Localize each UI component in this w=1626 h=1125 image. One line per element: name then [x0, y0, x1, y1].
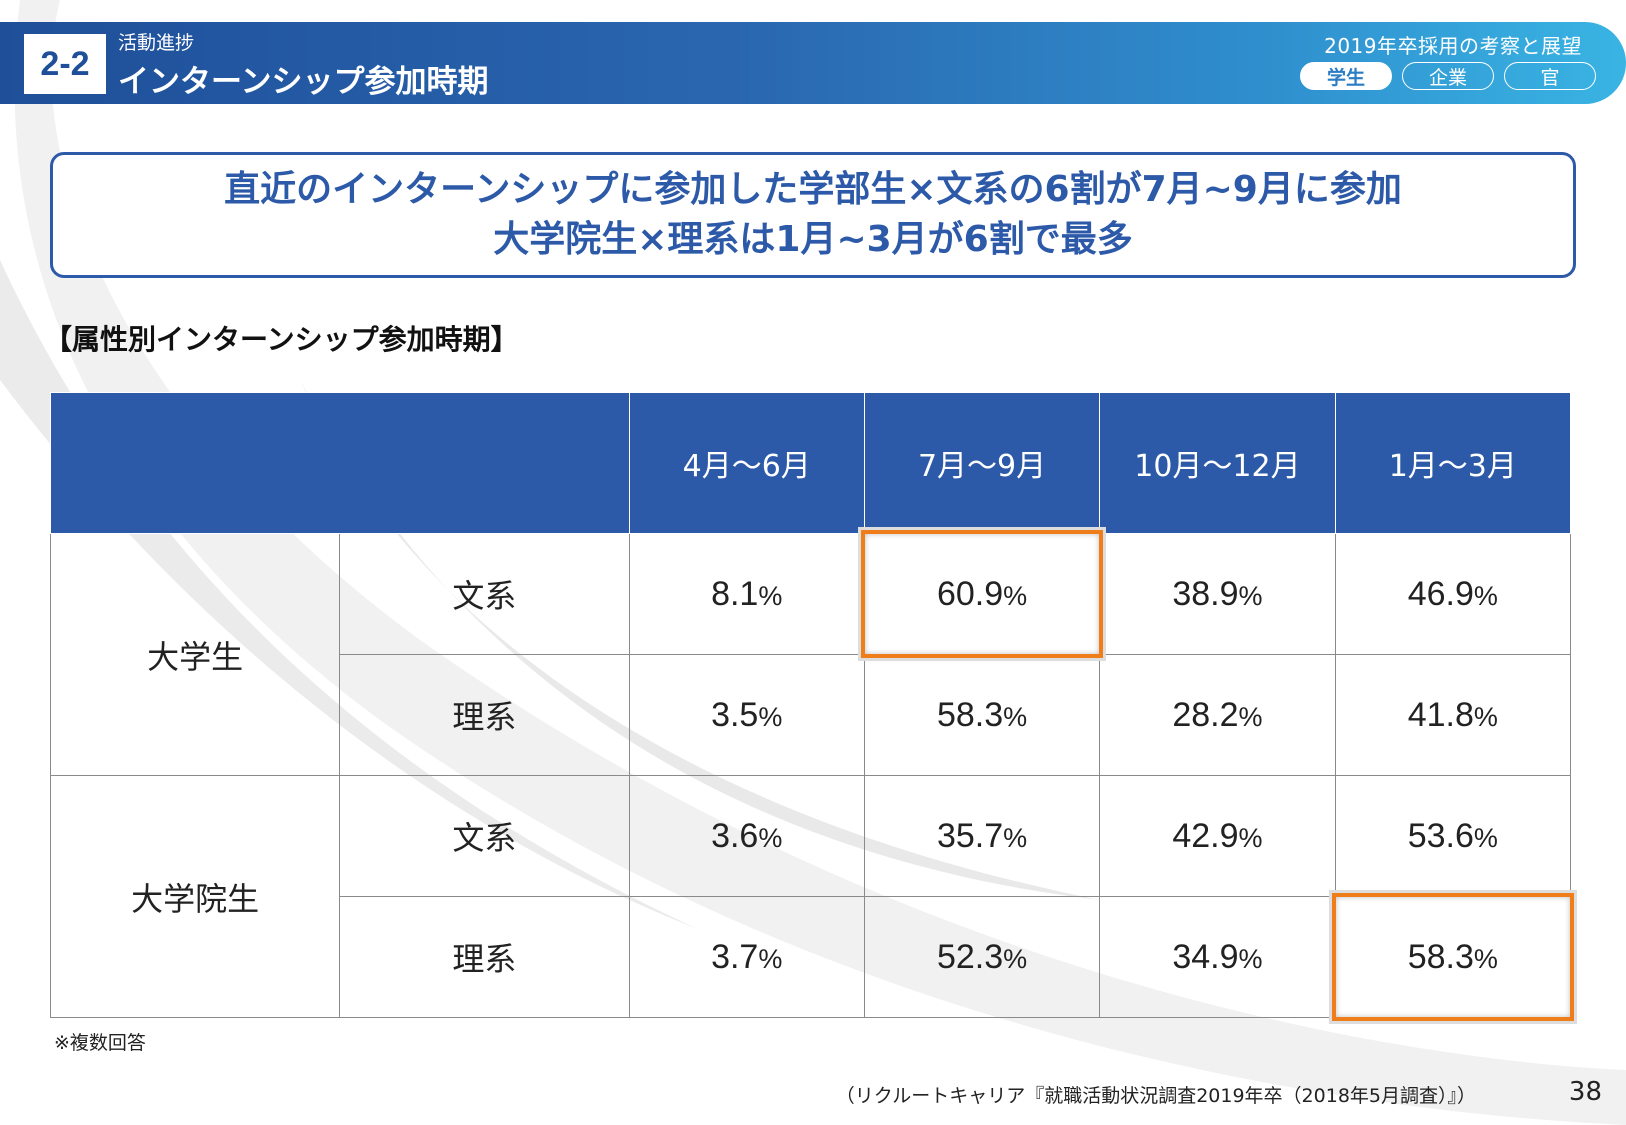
- participation-table: 4月～6月 7月～9月 10月～12月 1月～3月 大学生 文系 8.1% 60…: [49, 392, 1575, 1022]
- report-title: 2019年卒採用の考察と展望: [1324, 34, 1582, 58]
- section-number-badge: 2-2: [24, 34, 106, 94]
- row-label: 理系: [339, 896, 630, 1018]
- tab-student[interactable]: 学生: [1300, 62, 1392, 90]
- table-row: 大学院生 文系 3.6% 35.7% 42.9% 53.6%: [49, 775, 1572, 1018]
- footnote: ※複数回答: [54, 1032, 146, 1054]
- value-cell: 42.9%: [1099, 775, 1336, 897]
- table-caption: 【属性別インターンシップ参加時期】: [44, 323, 519, 356]
- table-row: 理系 3.5% 58.3% 28.2% 41.8%: [51, 654, 1572, 776]
- value-cell: 46.9%: [1334, 533, 1572, 655]
- value-cell: 34.9%: [1099, 896, 1336, 1018]
- value-cell: 28.2%: [1099, 654, 1336, 776]
- value-cell-highlighted: 58.3%: [1332, 893, 1575, 1022]
- column-header: 4月～6月: [628, 392, 865, 534]
- table-row: 大学生 文系 8.1% 60.9% 38.9% 46.9%: [49, 530, 1572, 776]
- source-citation: （リクルートキャリア『就職活動状況調査2019年卒（2018年5月調査）』）: [835, 1085, 1476, 1107]
- value-cell: 8.1%: [628, 533, 865, 655]
- page-title: インターンシップ参加時期: [118, 64, 489, 100]
- section-label: 活動進捗: [118, 32, 195, 54]
- value-cell: 35.7%: [863, 775, 1101, 897]
- row-label: 文系: [339, 533, 630, 655]
- audience-tabs: 学生 企業 官: [1300, 62, 1596, 90]
- tab-government[interactable]: 官: [1504, 62, 1596, 90]
- row-label: 理系: [339, 654, 630, 776]
- row-label: 文系: [339, 775, 630, 897]
- headline-box: 直近のインターンシップに参加した学部生×文系の6割が7月~9月に参加 大学院生×…: [50, 152, 1576, 278]
- value-cell-highlighted: 60.9%: [861, 530, 1105, 659]
- page-number: 38: [1568, 1077, 1602, 1107]
- group-label: 大学生: [49, 533, 341, 776]
- headline-line-2: 大学院生×理系は1月~3月が6割で最多: [493, 219, 1133, 260]
- value-cell: 38.9%: [1099, 533, 1336, 655]
- headline-line-1: 直近のインターンシップに参加した学部生×文系の6割が7月~9月に参加: [224, 169, 1402, 210]
- header-bar: 2-2 活動進捗 インターンシップ参加時期 2019年卒採用の考察と展望 学生 …: [0, 22, 1626, 104]
- value-cell: 41.8%: [1334, 654, 1572, 776]
- column-header: 10月～12月: [1099, 392, 1336, 534]
- group-label: 大学院生: [49, 775, 341, 1018]
- value-cell: 3.6%: [628, 775, 865, 897]
- header-blank-cell: [50, 392, 630, 534]
- tab-company[interactable]: 企業: [1402, 62, 1494, 90]
- table-header-row: 4月～6月 7月～9月 10月～12月 1月～3月: [50, 392, 1572, 534]
- value-cell: 3.7%: [628, 896, 865, 1018]
- column-header: 7月～9月: [863, 392, 1101, 534]
- column-header: 1月～3月: [1334, 392, 1572, 534]
- value-cell: 3.5%: [628, 654, 865, 776]
- value-cell: 52.3%: [863, 896, 1101, 1018]
- value-cell: 53.6%: [1334, 775, 1572, 897]
- value-cell: 58.3%: [863, 654, 1101, 776]
- table-row: 理系 3.7% 52.3% 34.9% 58.3%: [51, 893, 1575, 1022]
